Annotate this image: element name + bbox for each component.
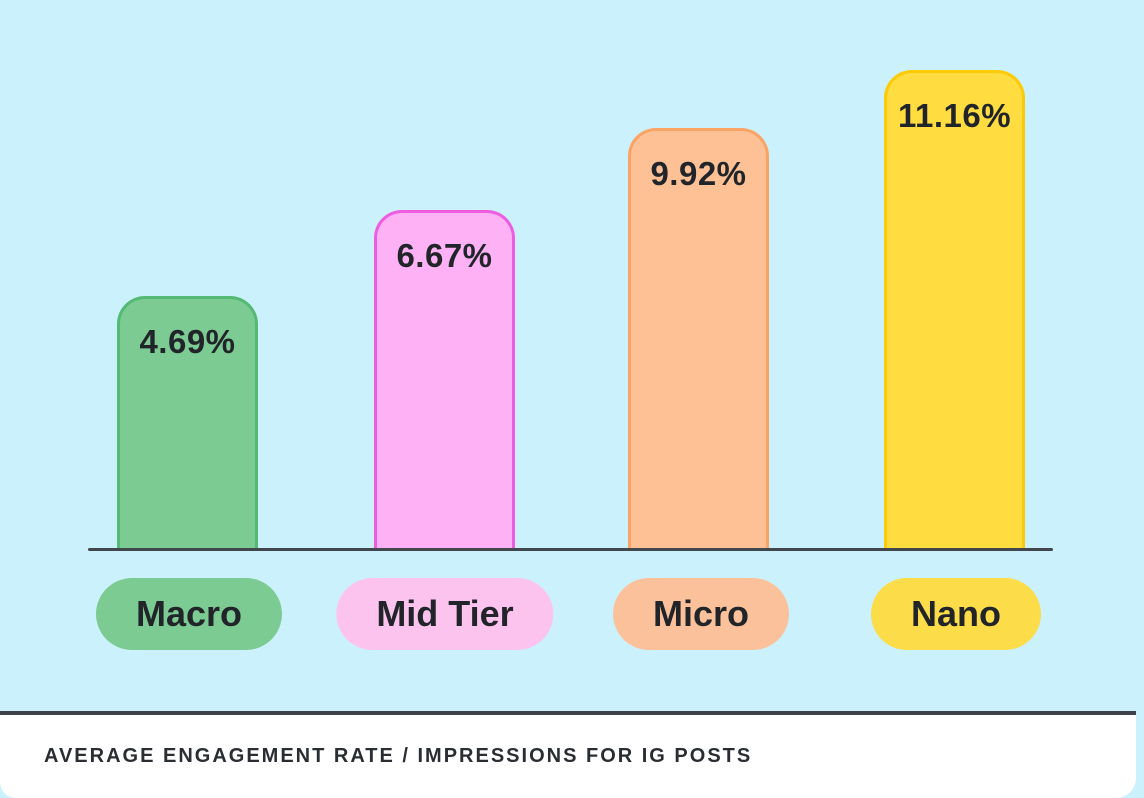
x-axis-line: [88, 548, 1053, 551]
category-label-text: Mid Tier: [376, 593, 514, 634]
category-label-nano: Nano: [871, 578, 1041, 650]
bar-value-label-mid-tier: 6.67%: [396, 237, 493, 274]
caption-bar: AVERAGE ENGAGEMENT RATE / IMPRESSIONS FO…: [0, 711, 1136, 798]
bar-mid-tier: 6.67%: [374, 210, 515, 550]
category-label-text: Micro: [652, 593, 750, 634]
category-label-macro: Macro: [95, 578, 283, 650]
bar-macro: 4.69%: [117, 296, 258, 550]
chart-caption: AVERAGE ENGAGEMENT RATE / IMPRESSIONS FO…: [44, 745, 753, 767]
bar-value-label-nano: 11.16%: [897, 97, 1012, 134]
bar-value-label-micro: 9.92%: [650, 155, 747, 192]
bar-value-label-macro: 4.69%: [139, 323, 236, 360]
category-label-text: Macro: [135, 593, 243, 634]
category-label-text: Nano: [911, 593, 1001, 634]
category-label-mid-tier: Mid Tier: [336, 578, 554, 650]
bar-micro: 9.92%: [628, 128, 769, 550]
bar-nano: 11.16%: [884, 70, 1025, 550]
category-label-micro: Micro: [612, 578, 790, 650]
